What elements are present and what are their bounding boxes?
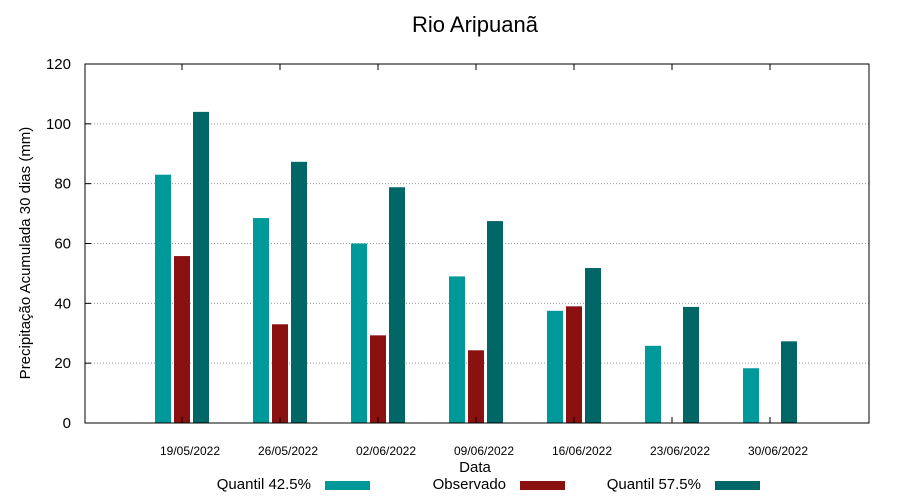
y-tick-label: 60: [54, 236, 71, 253]
x-tick-label: 23/06/2022: [650, 444, 710, 458]
y-tick-label: 40: [54, 295, 71, 312]
bar-observado: [174, 256, 190, 423]
bar-quantil-42-5: [547, 310, 563, 423]
y-tick-label: 100: [46, 116, 71, 133]
x-tick-label: 30/06/2022: [748, 444, 808, 458]
legend: Quantil 42.5% Observado Quantil 57.5%: [217, 476, 760, 493]
y-tick-label: 120: [46, 56, 71, 73]
bar-observado: [370, 335, 386, 423]
bar-observado: [272, 324, 288, 423]
bar-quantil-42-5: [351, 243, 367, 423]
y-axis: 0 20 40 60 80 100 120: [46, 56, 91, 432]
x-tick-label: 19/05/2022: [160, 444, 220, 458]
bar-quantil-57-5: [193, 111, 209, 423]
bar-quantil-57-5: [487, 221, 503, 423]
x-tick-label: 26/05/2022: [258, 444, 318, 458]
bar-quantil-42-5: [645, 345, 661, 423]
y-tick-label: 80: [54, 176, 71, 193]
legend-label: Observado: [433, 476, 506, 493]
x-tick-label: 09/06/2022: [454, 444, 514, 458]
legend-swatch: [715, 481, 760, 490]
bar-quantil-57-5: [683, 306, 699, 423]
y-tick-label: 20: [54, 355, 71, 372]
bar-quantil-57-5: [291, 161, 307, 423]
bar-quantil-42-5: [253, 218, 269, 423]
x-tick-label: 02/06/2022: [356, 444, 416, 458]
bar-quantil-57-5: [389, 187, 405, 423]
bar-quantil-57-5: [781, 341, 797, 423]
y-tick-label: 0: [63, 415, 71, 432]
bars: [155, 111, 797, 423]
chart-title: Rio Aripuanã: [412, 12, 539, 37]
bar-quantil-42-5: [449, 276, 465, 423]
x-axis: 19/05/2022 26/05/2022 02/06/2022 09/06/2022…: [160, 64, 808, 458]
bar-quantil-57-5: [585, 268, 601, 423]
bar-observado: [566, 306, 582, 423]
legend-swatch: [325, 481, 370, 490]
bar-observado: [468, 350, 484, 423]
legend-label: Quantil 42.5%: [217, 476, 311, 493]
bar-quantil-42-5: [155, 174, 171, 423]
y-axis-title: Precipitação Acumulada 30 dias (mm): [17, 127, 34, 380]
x-tick-label: 16/06/2022: [552, 444, 612, 458]
legend-swatch: [520, 481, 565, 490]
x-axis-title: Data: [459, 459, 491, 476]
legend-label: Quantil 57.5%: [607, 476, 701, 493]
bar-quantil-42-5: [743, 368, 759, 423]
